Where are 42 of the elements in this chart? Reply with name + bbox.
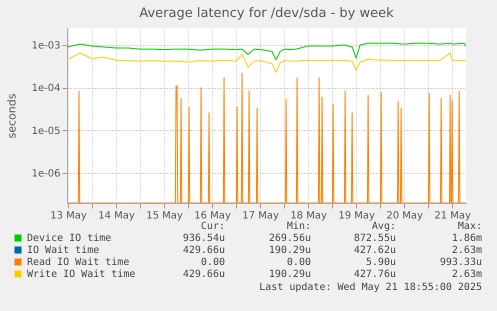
text: 427.76u: [354, 269, 396, 280]
text: Min:: [286, 221, 311, 232]
legend-label: Write IO Wait time: [27, 269, 136, 280]
x-tick-label: 13 May: [50, 210, 87, 222]
text: 1.86m: [452, 233, 482, 244]
text: 936.54u: [182, 233, 225, 244]
x-tick-label: 14 May: [98, 210, 135, 222]
y-tick-label: 1e-05: [32, 126, 60, 137]
text: 872.55u: [354, 233, 396, 244]
legend-label: Device IO time: [27, 233, 112, 244]
text: 429.66u: [182, 269, 225, 280]
text: 2.63m: [452, 269, 482, 280]
text: Avg:: [372, 221, 396, 232]
text: 427.62u: [354, 245, 396, 256]
text: 5.90u: [366, 257, 396, 268]
y-tick-label: 1e-06: [32, 168, 60, 180]
text: 190.29u: [268, 245, 311, 256]
x-tick-label: 18 May: [290, 210, 327, 222]
x-tick-label: 16 May: [194, 210, 231, 222]
text: 0.00: [200, 257, 225, 268]
chart-title: Average latency for /dev/sda - by week: [139, 6, 394, 21]
y-axis-title: seconds: [6, 93, 19, 138]
x-tick-label: 20 May: [386, 210, 424, 222]
y-tick-label: 1e-04: [32, 83, 60, 94]
text: 993.33u: [440, 257, 482, 268]
line-series: [67, 42, 466, 60]
legend-label: Read IO Wait time: [27, 257, 130, 268]
text: Last update: Wed May 21 18:55:00 2025: [259, 282, 482, 293]
line-series: [67, 52, 466, 73]
text: 269.56u: [268, 233, 311, 244]
text: Cur:: [200, 221, 225, 232]
y-tick-label: 1e-03: [32, 40, 60, 52]
x-tick-label: 17 May: [242, 210, 279, 222]
text: 190.29u: [268, 269, 311, 280]
legend-label: IO Wait time: [27, 245, 100, 256]
text: 2.63m: [452, 245, 482, 256]
x-tick-label: 21 May: [434, 210, 472, 222]
x-tick-label: 15 May: [146, 210, 183, 222]
text: 0.00: [286, 257, 311, 268]
x-tick-label: 19 May: [338, 210, 375, 222]
text: Max:: [458, 221, 482, 232]
text: 429.66u: [182, 245, 225, 256]
